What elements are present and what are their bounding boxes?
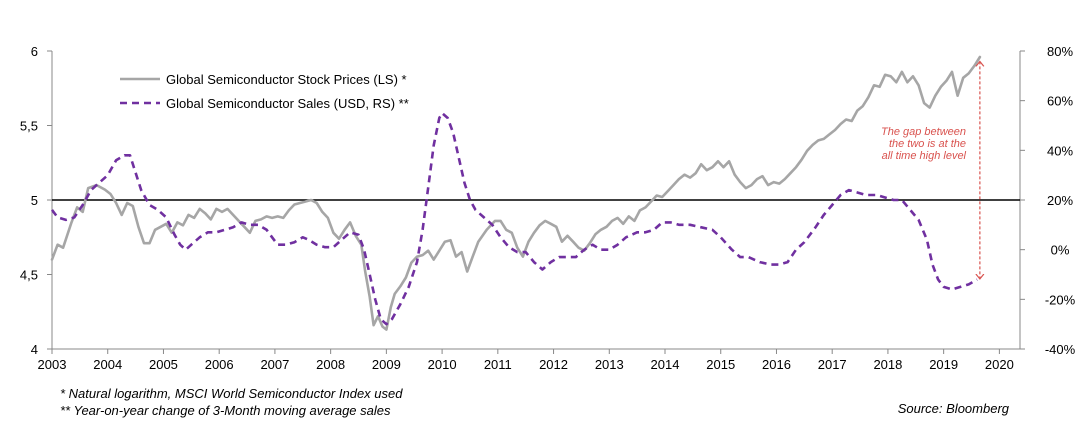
- annotation-text: The gap between: [881, 126, 966, 138]
- right-tick-label: 80%: [1047, 44, 1073, 59]
- x-tick-label: 2015: [706, 357, 735, 372]
- annotation-text: all time high level: [882, 150, 967, 162]
- left-tick-label: 6: [31, 44, 38, 59]
- source-label: Source: Bloomberg: [897, 401, 1009, 416]
- x-tick-label: 2011: [484, 357, 512, 372]
- stock-price-line: [50, 55, 982, 331]
- right-tick-label: 20%: [1047, 193, 1073, 208]
- legend-label: Global Semiconductor Stock Prices (LS) *: [166, 72, 407, 87]
- x-tick-label: 2005: [149, 357, 178, 372]
- x-tick-label: 2004: [93, 357, 122, 372]
- x-tick-label: 2007: [260, 357, 289, 372]
- annotation-text: the two is at the: [889, 138, 966, 150]
- left-tick-label: 5: [31, 193, 38, 208]
- x-tick-label: 2003: [38, 357, 67, 372]
- x-tick-label: 2016: [762, 357, 791, 372]
- x-tick-label: 2012: [539, 357, 568, 372]
- left-tick-label: 4,5: [20, 268, 38, 283]
- left-tick-label: 5,5: [20, 119, 38, 134]
- series-layer: [50, 55, 982, 331]
- sales-line: [50, 111, 978, 326]
- x-tick-label: 2017: [818, 357, 847, 372]
- right-tick-label: -20%: [1045, 292, 1076, 307]
- x-tick-label: 2006: [205, 357, 234, 372]
- footnote-1: * Natural logarithm, MSCI World Semicond…: [60, 386, 403, 401]
- left-tick-label: 4: [31, 342, 38, 357]
- x-tick-label: 2008: [316, 357, 345, 372]
- x-tick-label: 2019: [929, 357, 958, 372]
- x-tick-label: 2009: [372, 357, 401, 372]
- right-tick-label: -40%: [1045, 342, 1076, 357]
- x-tick-label: 2010: [428, 357, 457, 372]
- axes-layer: 2003 2004 2005 2006 2007 2008 2009 2010 2011 2012…: [20, 44, 1076, 372]
- right-tick-label: 60%: [1047, 94, 1073, 109]
- x-tick-label: 2020: [985, 357, 1014, 372]
- right-tick-label: 40%: [1047, 143, 1073, 158]
- legend-label: Global Semiconductor Sales (USD, RS) **: [166, 96, 409, 111]
- x-tick-label: 2014: [651, 357, 680, 372]
- x-tick-label: 2018: [873, 357, 902, 372]
- x-tick-label: 2013: [595, 357, 624, 372]
- legend: Global Semiconductor Stock Prices (LS) *…: [120, 72, 409, 111]
- footnote-2: ** Year-on-year change of 3-Month moving…: [60, 403, 391, 418]
- right-tick-label: 0%: [1051, 243, 1070, 258]
